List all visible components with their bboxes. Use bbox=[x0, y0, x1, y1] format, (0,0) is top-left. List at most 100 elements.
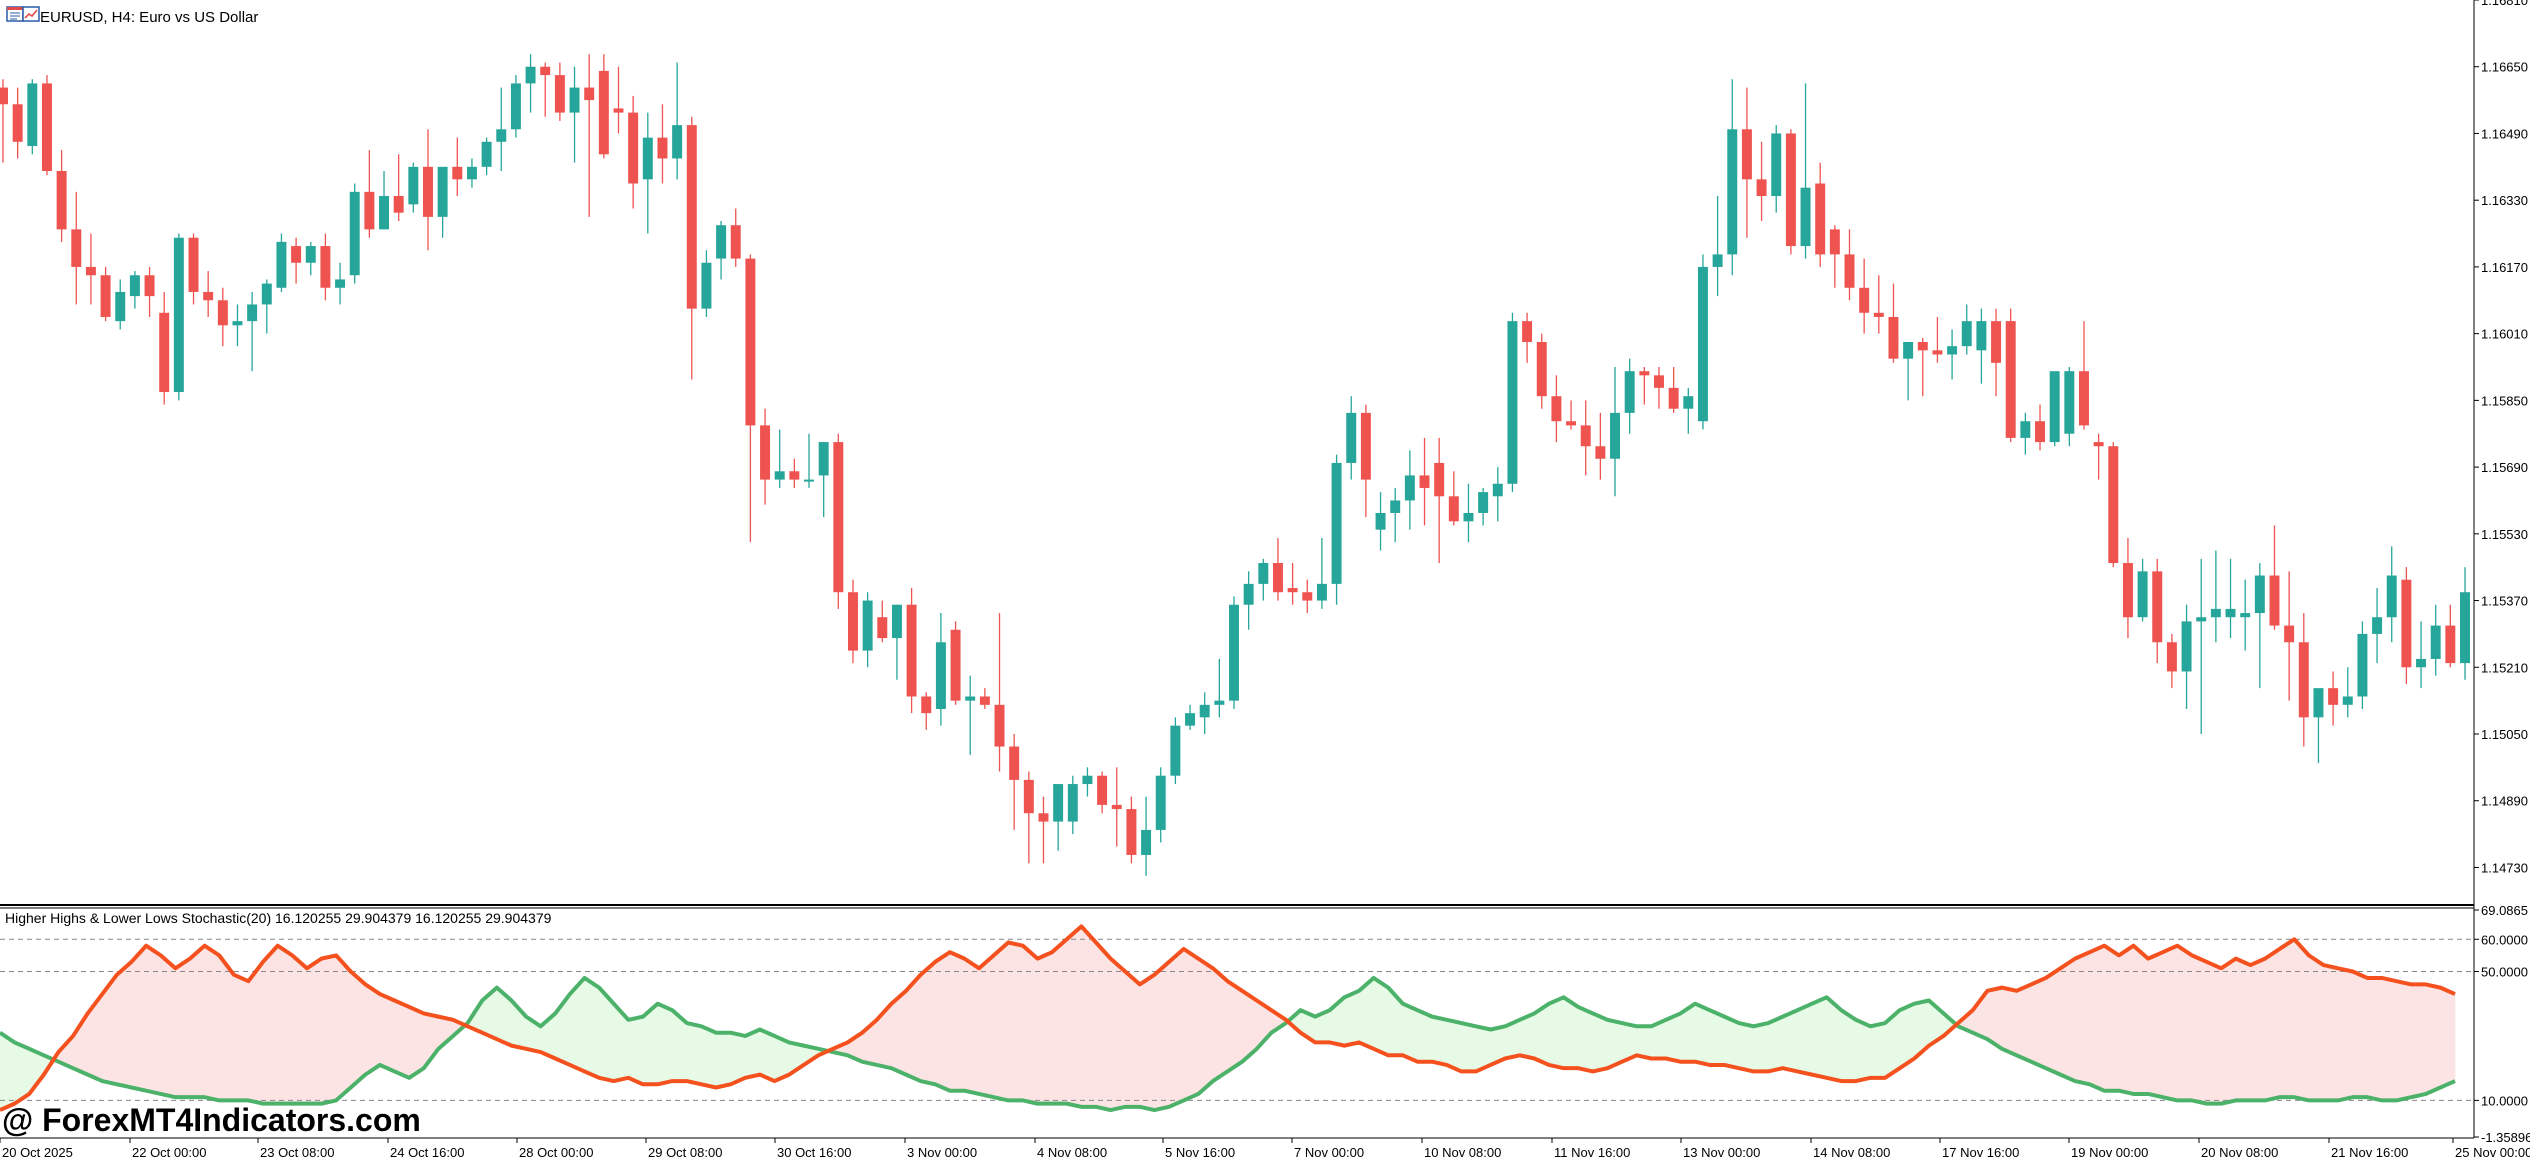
cloud-fill bbox=[2118, 945, 2134, 1095]
cloud-fill bbox=[2001, 987, 2017, 1056]
candle-body bbox=[1903, 341, 1914, 359]
candle-body bbox=[2152, 571, 2163, 643]
candle bbox=[1932, 316, 1943, 363]
cloud-fill bbox=[1373, 977, 1389, 1056]
cloud-fill bbox=[2323, 964, 2339, 1101]
candle bbox=[1067, 775, 1078, 835]
cloud-fill bbox=[2220, 958, 2237, 1104]
candle-body bbox=[115, 291, 126, 322]
candle-body bbox=[760, 425, 771, 480]
candle-body bbox=[364, 191, 375, 230]
candle bbox=[2035, 404, 2045, 451]
cloud-fill bbox=[277, 945, 293, 1104]
candle bbox=[320, 233, 331, 301]
candle bbox=[2430, 604, 2441, 676]
cloud-fill bbox=[1402, 1003, 1418, 1063]
candle bbox=[994, 613, 1005, 772]
candle bbox=[1199, 692, 1210, 735]
candle bbox=[2049, 371, 2060, 447]
candle bbox=[2152, 558, 2163, 664]
cloud-fill bbox=[1563, 996, 1579, 1069]
cloud-fill bbox=[2103, 945, 2120, 1092]
candle-body bbox=[129, 275, 140, 297]
time-axis: 20 Oct 2025 22 Oct 00:00 23 Oct 08:00 24 Oc… bbox=[0, 1138, 2530, 1160]
cloud-fill bbox=[686, 1022, 702, 1085]
candle bbox=[144, 266, 155, 317]
candle bbox=[672, 62, 683, 180]
candle-body bbox=[1331, 462, 1342, 584]
cloud-fill bbox=[335, 954, 352, 1102]
cloud-fill bbox=[949, 951, 965, 1092]
candle bbox=[2181, 604, 2192, 709]
trading-icon[interactable] bbox=[22, 6, 40, 22]
candle-body bbox=[1316, 583, 1327, 601]
candle bbox=[203, 271, 214, 317]
candle-body bbox=[965, 696, 976, 701]
candle bbox=[2328, 671, 2339, 726]
candle bbox=[129, 271, 140, 309]
candle bbox=[965, 675, 976, 755]
cloud-fill bbox=[1051, 938, 1068, 1104]
cloud-fill bbox=[1431, 1016, 1447, 1066]
candle bbox=[979, 688, 990, 709]
candle-body bbox=[1155, 775, 1166, 830]
cloud-fill bbox=[2367, 977, 2383, 1101]
candle-body bbox=[657, 137, 668, 159]
candle bbox=[2122, 537, 2133, 639]
candle bbox=[1155, 767, 1166, 843]
cloud-fill bbox=[1446, 1019, 1462, 1072]
candle bbox=[188, 233, 199, 305]
series-line-orange bbox=[0, 924, 2456, 1112]
cloud-fill bbox=[920, 961, 936, 1085]
candle bbox=[789, 458, 800, 488]
candle-body bbox=[2093, 442, 2104, 447]
candle bbox=[921, 692, 932, 730]
cloud-fill bbox=[759, 1029, 775, 1082]
candle bbox=[1258, 558, 1269, 601]
candle bbox=[1419, 437, 1430, 526]
candle-body bbox=[1697, 266, 1708, 422]
candle bbox=[540, 62, 551, 117]
candle bbox=[335, 262, 346, 305]
candle bbox=[1668, 367, 1679, 413]
candle bbox=[496, 87, 507, 171]
cloud-fill bbox=[1840, 1009, 1857, 1082]
candle bbox=[1917, 337, 1928, 397]
candle-body bbox=[2210, 608, 2221, 618]
candle-body bbox=[379, 196, 390, 230]
candle bbox=[1009, 734, 1020, 830]
price-tick-label: 1.15690 bbox=[2481, 460, 2528, 475]
candle bbox=[452, 137, 463, 197]
candle bbox=[85, 233, 96, 305]
cloud-fill bbox=[1110, 957, 1126, 1111]
candle-body bbox=[525, 66, 536, 84]
candle bbox=[56, 150, 67, 242]
candle bbox=[613, 66, 624, 134]
candle-body bbox=[2122, 563, 2133, 618]
candle bbox=[1639, 367, 1650, 405]
time-tick-label: 29 Oct 08:00 bbox=[648, 1145, 722, 1160]
time-tick-label: 14 Nov 08:00 bbox=[1813, 1145, 1890, 1160]
cloud-fill bbox=[1212, 967, 1228, 1082]
candle bbox=[686, 116, 697, 380]
cloud-fill bbox=[2162, 945, 2178, 1101]
price-tick-label: 1.15050 bbox=[2481, 727, 2528, 742]
cloud-fill bbox=[2308, 954, 2324, 1101]
cloud-fill bbox=[701, 1025, 717, 1088]
candle-body bbox=[452, 166, 463, 180]
candle-body bbox=[144, 275, 155, 297]
candle-body bbox=[393, 196, 404, 213]
candle-body bbox=[1961, 321, 1972, 347]
candle-body bbox=[921, 696, 932, 714]
candle-body bbox=[906, 604, 917, 697]
candle bbox=[716, 221, 727, 280]
candle bbox=[2078, 321, 2089, 430]
candle-body bbox=[1492, 483, 1503, 497]
time-tick-label: 22 Oct 00:00 bbox=[132, 1145, 206, 1160]
cloud-fill bbox=[218, 954, 235, 1101]
candle-body bbox=[1873, 312, 1884, 317]
candle-body bbox=[41, 83, 52, 171]
candle bbox=[891, 604, 902, 680]
candle-body bbox=[1917, 341, 1928, 351]
